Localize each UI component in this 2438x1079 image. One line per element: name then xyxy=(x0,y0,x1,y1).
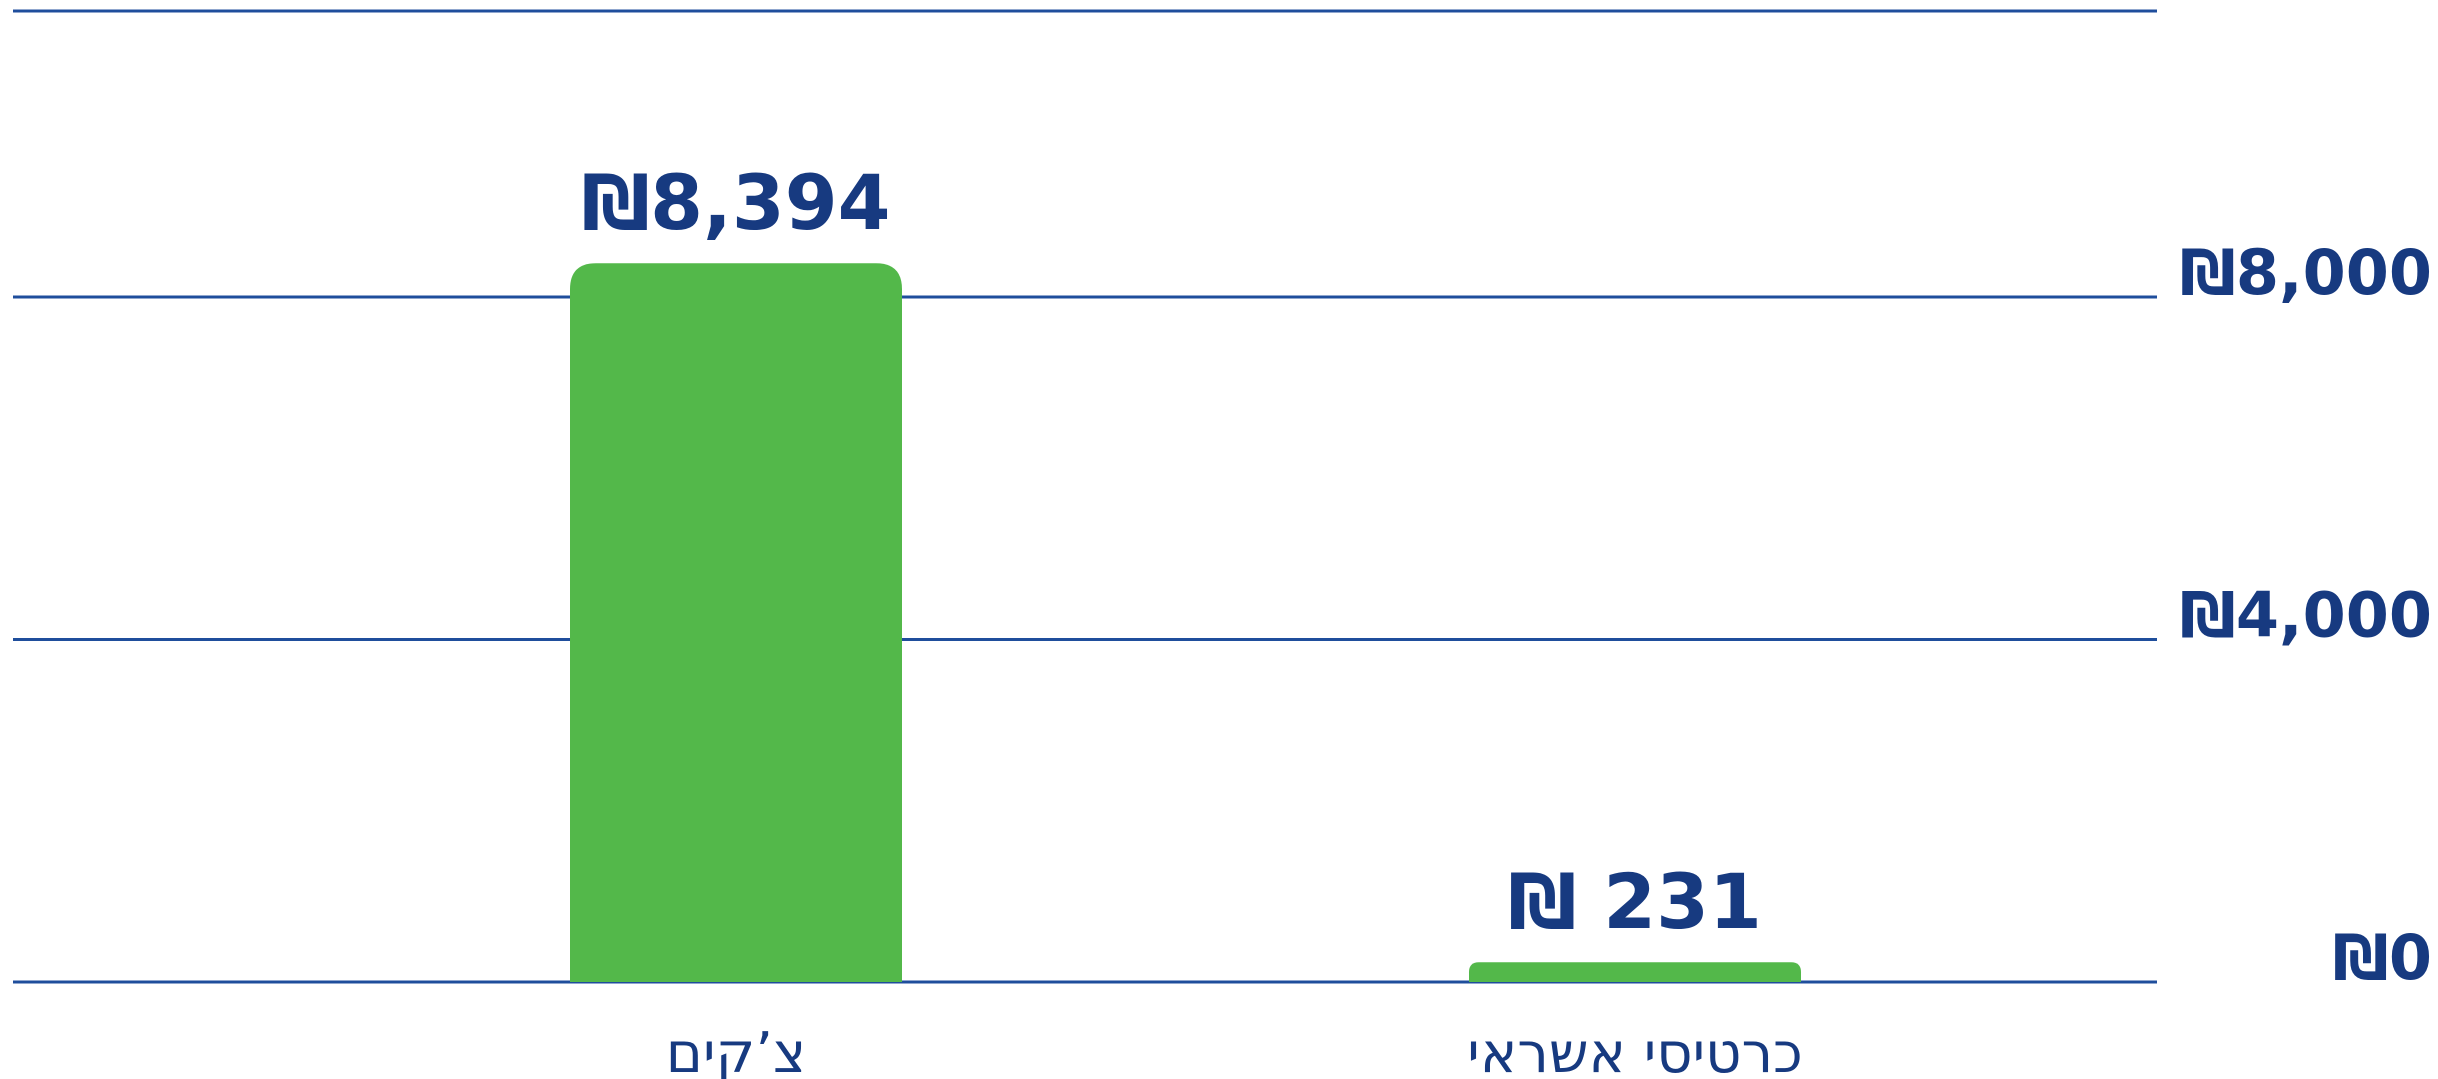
value-label: ₪ 231 xyxy=(1508,857,1762,946)
y-tick-label: ₪0 xyxy=(2333,921,2432,994)
bar xyxy=(570,263,902,982)
y-tick-label: ₪4,000 xyxy=(2180,579,2432,652)
x-tick-label: כרטיסי אשראי xyxy=(1467,1021,1802,1079)
value-label: ₪8,394 xyxy=(581,158,890,247)
x-tick-label: צ’קים xyxy=(666,1021,806,1079)
bar xyxy=(1469,962,1801,982)
y-tick-label: ₪8,000 xyxy=(2180,236,2432,309)
